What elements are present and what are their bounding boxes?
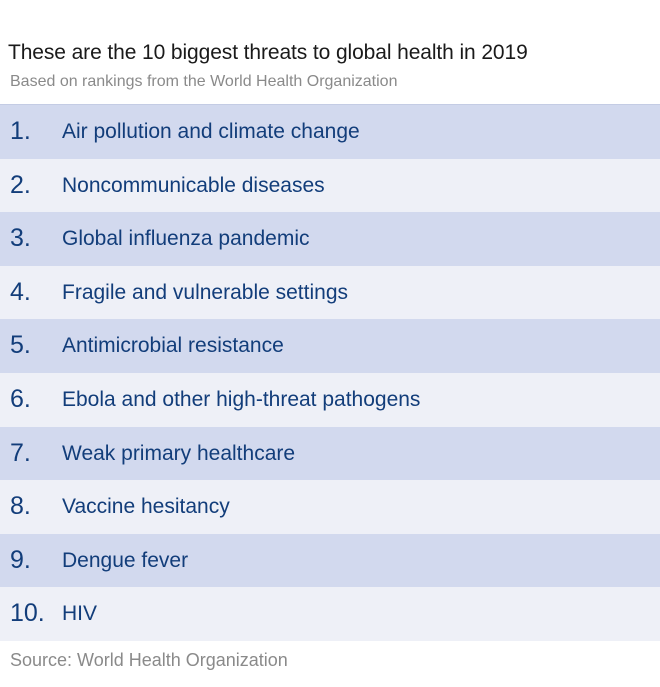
rank-number: 10. bbox=[10, 599, 45, 628]
chart-subtitle: Based on rankings from the World Health … bbox=[10, 73, 398, 90]
chart-title: These are the 10 biggest threats to glob… bbox=[8, 41, 528, 64]
threats-table: 1. Air pollution and climate change 2. Nonc… bbox=[0, 104, 660, 641]
table-row: 3. Global influenza pandemic bbox=[0, 212, 660, 266]
table-row: 8. Vaccine hesitancy bbox=[0, 480, 660, 534]
table-row: 1. Air pollution and climate change bbox=[0, 105, 660, 159]
table-row: 9. Dengue fever bbox=[0, 533, 660, 588]
rank-number: 1. bbox=[10, 117, 31, 145]
threat-label: Noncommunicable diseases bbox=[62, 173, 325, 197]
rank-number: 8. bbox=[10, 492, 31, 521]
threat-label: Weak primary healthcare bbox=[62, 441, 296, 465]
threat-label: HIV bbox=[62, 602, 98, 626]
rank-number: 6. bbox=[10, 384, 31, 413]
rank-number: 7. bbox=[10, 438, 31, 467]
rank-number: 3. bbox=[10, 224, 31, 253]
threat-label: Air pollution and climate change bbox=[62, 120, 360, 143]
source-note: Source: World Health Organization bbox=[10, 650, 288, 670]
threat-label: Global influenza pandemic bbox=[62, 227, 310, 251]
rank-number: 9. bbox=[10, 545, 31, 574]
threat-label: Ebola and other high-threat pathogens bbox=[62, 387, 421, 411]
table-row: 2. Noncommunicable diseases bbox=[0, 158, 660, 213]
threat-label: Fragile and vulnerable settings bbox=[62, 280, 349, 304]
table-row: 4. Fragile and vulnerable settings bbox=[0, 265, 660, 320]
rank-number: 5. bbox=[10, 331, 31, 360]
threat-label: Antimicrobial resistance bbox=[62, 334, 284, 358]
table-row: 10. HIV bbox=[0, 587, 660, 641]
rank-number: 2. bbox=[10, 170, 31, 199]
threat-label: Dengue fever bbox=[62, 548, 189, 572]
table-row: 5. Antimicrobial resistance bbox=[0, 319, 660, 373]
rank-number: 4. bbox=[10, 277, 31, 306]
threat-label: Vaccine hesitancy bbox=[62, 495, 230, 519]
table-row: 6. Ebola and other high-threat pathogens bbox=[0, 372, 660, 427]
table-row: 7. Weak primary healthcare bbox=[0, 426, 660, 481]
